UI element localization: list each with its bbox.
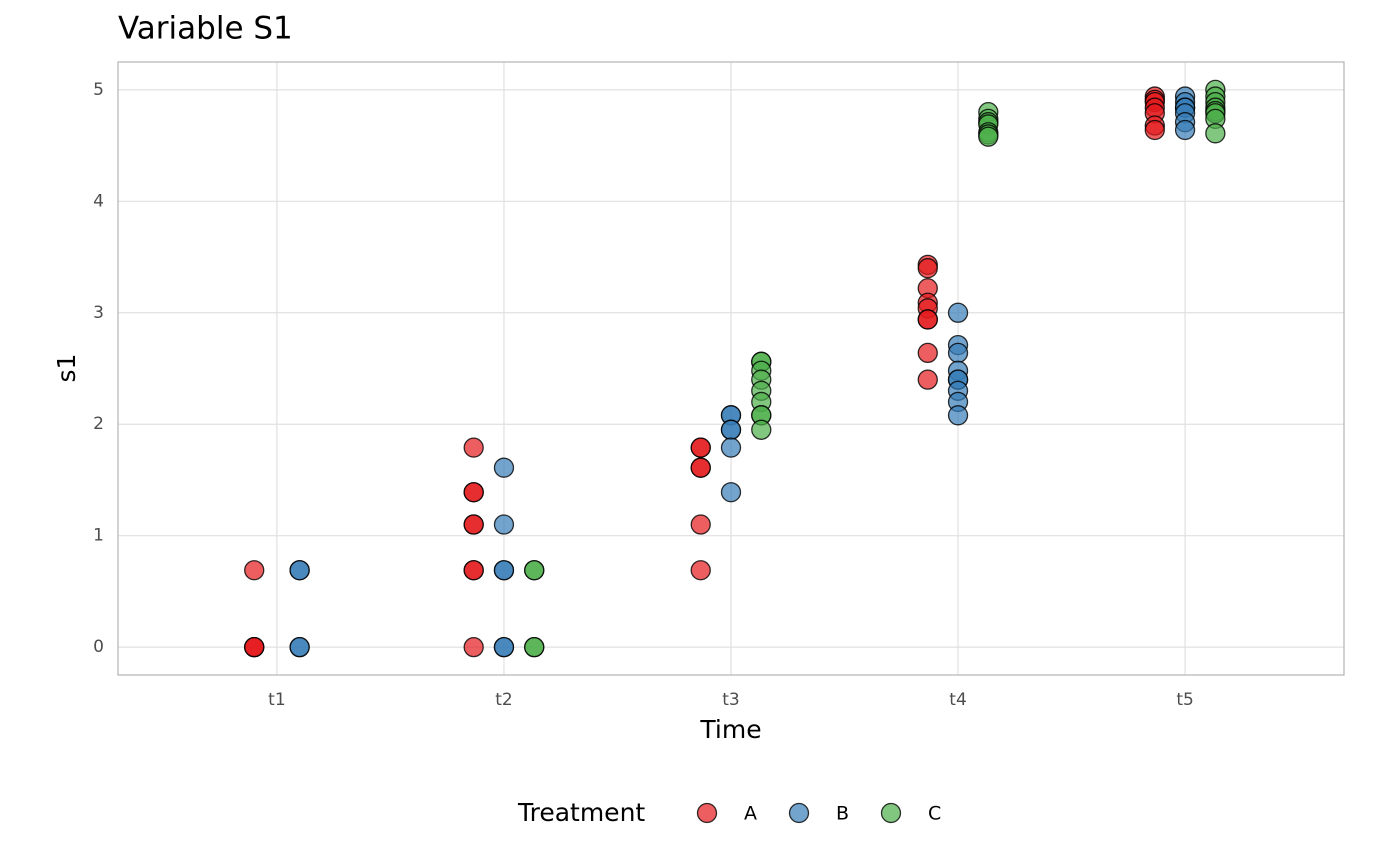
y-axis-title: s1: [52, 354, 81, 383]
x-tick-label: t1: [268, 690, 285, 710]
y-tick-label: 0: [93, 637, 104, 657]
point: [947, 302, 969, 323]
point: [720, 437, 742, 458]
legend-label: B: [836, 803, 849, 825]
point: [493, 636, 515, 658]
x-tick-label: t2: [495, 690, 512, 710]
point: [1174, 119, 1196, 141]
legend-swatch: [788, 802, 810, 824]
point: [1205, 123, 1226, 144]
point: [244, 636, 265, 658]
grid: [118, 62, 1344, 675]
point: [524, 560, 545, 581]
point: [289, 636, 310, 658]
y-tick-label: 3: [93, 303, 104, 323]
point: [244, 560, 265, 581]
point: [690, 437, 711, 458]
y-tick-label: 4: [93, 191, 104, 211]
point: [917, 369, 938, 390]
point: [720, 482, 742, 503]
point: [463, 560, 484, 581]
chart-title: Variable S1: [118, 11, 293, 47]
point: [947, 405, 969, 426]
point: [947, 342, 969, 364]
point: [524, 636, 545, 658]
point: [917, 342, 938, 364]
point: [720, 419, 742, 440]
x-tick-label: t3: [722, 690, 739, 710]
legend-swatch: [880, 802, 902, 824]
panel-border: [117, 61, 1345, 676]
point: [751, 419, 772, 440]
point: [690, 514, 711, 535]
legend-title: Treatment: [517, 798, 645, 827]
y-tick-label: 2: [93, 414, 104, 434]
point: [463, 482, 484, 503]
legend: Treatment A B C: [517, 798, 941, 827]
legend-label: C: [928, 803, 941, 825]
point: [690, 457, 711, 478]
point: [917, 258, 938, 279]
point: [493, 560, 515, 581]
point: [978, 126, 999, 147]
x-axis-title: Time: [699, 715, 761, 744]
point: [289, 560, 310, 581]
y-tick-label: 1: [93, 526, 104, 546]
legend-label: A: [744, 803, 757, 825]
point: [493, 514, 515, 535]
y-tick-label: 5: [93, 80, 104, 100]
points: [244, 79, 1226, 658]
x-tick-label: t4: [949, 690, 966, 710]
point: [1144, 119, 1165, 141]
point: [463, 636, 484, 658]
point: [917, 309, 938, 330]
point: [463, 437, 484, 458]
point: [463, 514, 484, 535]
point: [690, 560, 711, 581]
legend-swatch: [696, 802, 718, 824]
point: [493, 457, 515, 478]
x-tick-label: t5: [1176, 690, 1193, 710]
